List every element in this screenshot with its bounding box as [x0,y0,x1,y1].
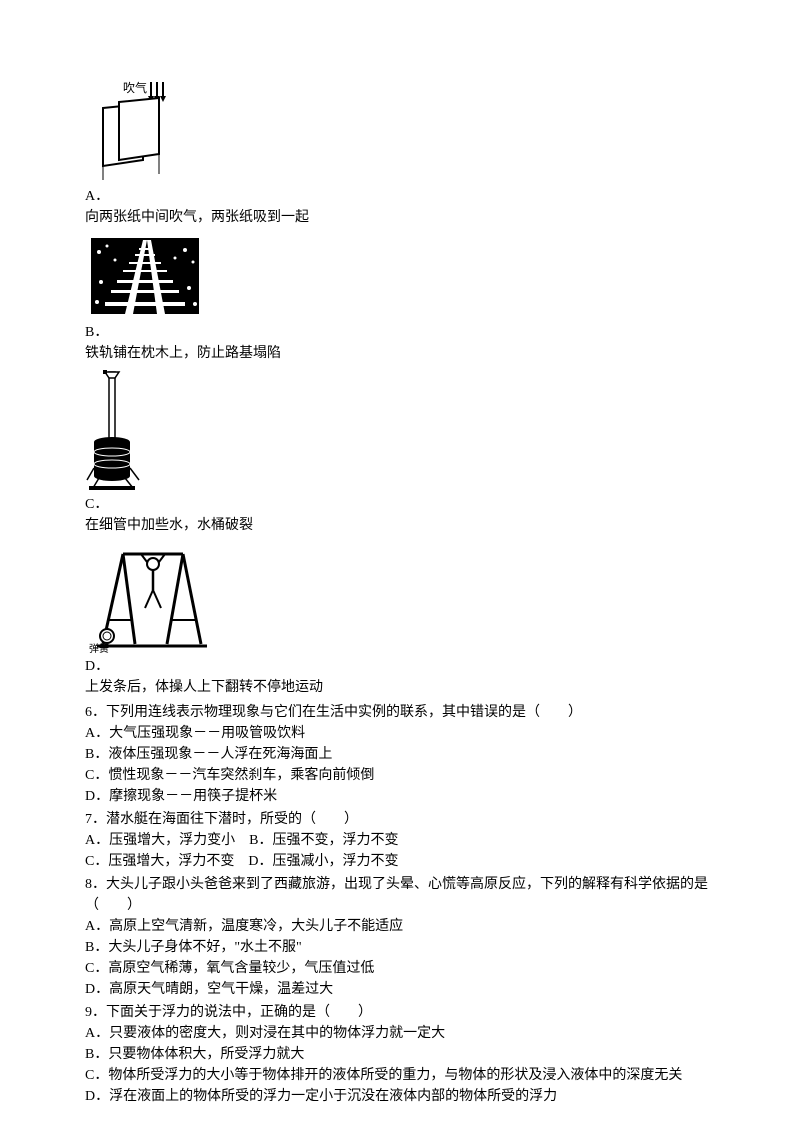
q9-a: A．只要液体的密度大，则对浸在其中的物体浮力就一定大 [85,1023,715,1044]
q6-d: D．摩擦现象－－用筷子提杯米 [85,786,715,807]
q6-a: A．大气压强现象－－用吸管吸饮料 [85,723,715,744]
option-d-block: 弹簧 D． 上发条后，体操人上下翻转不停地运动 [85,540,715,698]
question-6: 6．下列用连线表示物理现象与它们在生活中实例的联系，其中错误的是（ ） A．大气… [85,702,715,807]
q8-c: C．高原空气稀薄，氧气含量较少，气压值过低 [85,958,715,979]
q6-b: B．液体压强现象－－人浮在死海海面上 [85,744,715,765]
option-d-caption: 上发条后，体操人上下翻转不停地运动 [85,677,715,698]
q7-stem: 7．潜水艇在海面往下潜时，所受的（ ） [85,809,715,830]
q6-stem: 6．下列用连线表示物理现象与它们在生活中实例的联系，其中错误的是（ ） [85,702,715,723]
question-8: 8．大头儿子跟小头爸爸来到了西藏旅游，出现了头晕、心慌等高原反应，下列的解释有科… [85,874,715,1000]
question-7: 7．潜水艇在海面往下潜时，所受的（ ） A．压强增大，浮力变小 B．压强不变，浮… [85,809,715,872]
option-d-letter: D． [85,656,715,677]
option-a-caption: 向两张纸中间吹气，两张纸吸到一起 [85,207,715,228]
q8-a: A．高原上空气清新，温度寒冷，大头儿子不能适应 [85,916,715,937]
q9-d: D．浮在液面上的物体所受的浮力一定小于沉没在液体内部的物体所受的浮力 [85,1086,715,1107]
option-c-figure [85,368,715,492]
option-a-letter: A． [85,186,715,207]
q7-ab: A．压强增大，浮力变小 B．压强不变，浮力不变 [85,830,715,851]
option-b-figure [85,232,715,320]
option-b-letter: B． [85,322,715,343]
option-b-caption: 铁轨铺在枕木上，防止路基塌陷 [85,343,715,364]
q9-b: B．只要物体体积大，所受浮力就大 [85,1044,715,1065]
option-d-figure: 弹簧 [85,540,715,654]
option-b-block: B． 铁轨铺在枕木上，防止路基塌陷 [85,232,715,364]
svg-text:弹簧: 弹簧 [89,642,109,654]
option-c-block: C． 在细管中加些水，水桶破裂 [85,368,715,536]
question-9: 9．下面关于浮力的说法中，正确的是（ ） A．只要液体的密度大，则对浸在其中的物… [85,1002,715,1107]
option-a-figure: 吹气 [85,80,715,184]
option-a-block: 吹气 A． 向两张纸中间吹气，两张纸吸到一起 [85,80,715,228]
option-c-letter: C． [85,494,715,515]
q8-b: B．大头儿子身体不好，"水土不服" [85,937,715,958]
q8-d: D．高原天气晴朗，空气干燥，温差过大 [85,979,715,1000]
q7-cd: C．压强增大，浮力不变 D．压强减小，浮力不变 [85,851,715,872]
option-c-caption: 在细管中加些水，水桶破裂 [85,515,715,536]
q9-c: C．物体所受浮力的大小等于物体排开的液体所受的重力，与物体的形状及浸入液体中的深… [85,1065,715,1086]
q9-stem: 9．下面关于浮力的说法中，正确的是（ ） [85,1002,715,1023]
q8-stem: 8．大头儿子跟小头爸爸来到了西藏旅游，出现了头晕、心慌等高原反应，下列的解释有科… [85,874,715,916]
blow-label: 吹气 [123,80,147,95]
q6-c: C．惯性现象－－汽车突然刹车，乘客向前倾倒 [85,765,715,786]
